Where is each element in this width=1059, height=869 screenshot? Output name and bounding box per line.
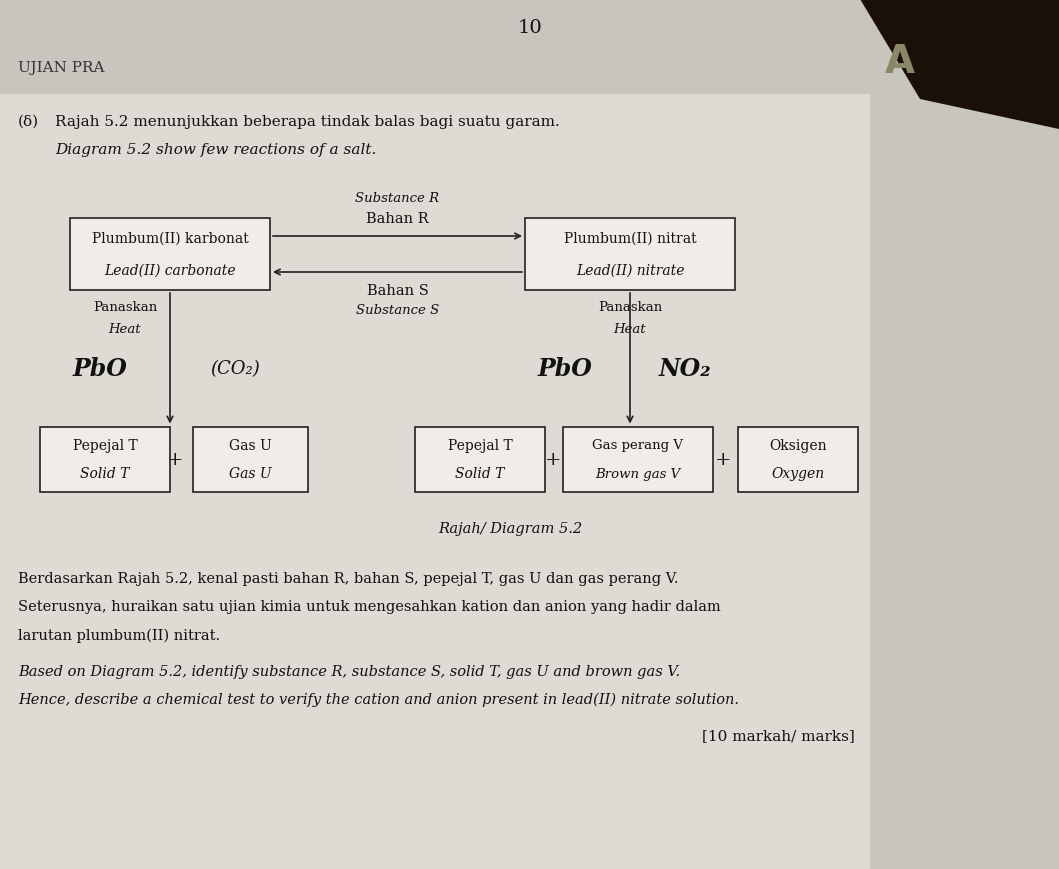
Text: larutan plumbum(II) nitrat.: larutan plumbum(II) nitrat. [18, 627, 220, 642]
Text: [10 markah/ marks]: [10 markah/ marks] [702, 728, 855, 742]
Text: (CO₂): (CO₂) [210, 360, 259, 378]
Bar [193, 427, 307, 492]
Text: Plumbum(II) karbonat: Plumbum(II) karbonat [92, 232, 249, 246]
Text: Panaskan: Panaskan [598, 301, 662, 314]
Text: Heat: Heat [109, 322, 141, 335]
Text: Hence, describe a chemical test to verify the cation and anion present in lead(I: Hence, describe a chemical test to verif… [18, 692, 739, 706]
Text: Panaskan: Panaskan [93, 301, 157, 314]
Text: +: + [166, 450, 183, 468]
Text: +: + [544, 450, 561, 468]
Text: Pepejal T: Pepejal T [73, 438, 138, 452]
Text: NO₂: NO₂ [659, 357, 712, 381]
Text: Lead(II) nitrate: Lead(II) nitrate [576, 263, 684, 277]
Bar [0, 0, 1059, 95]
Bar [738, 427, 858, 492]
Text: Rajah 5.2 menunjukkan beberapa tindak balas bagi suatu garam.: Rajah 5.2 menunjukkan beberapa tindak ba… [55, 115, 560, 129]
Text: UJIAN PRA: UJIAN PRA [18, 61, 105, 75]
Text: Rajah/ Diagram 5.2: Rajah/ Diagram 5.2 [438, 522, 582, 536]
Text: PbO: PbO [73, 357, 127, 381]
Text: Lead(II) carbonate: Lead(II) carbonate [104, 263, 236, 277]
Text: Oxygen: Oxygen [771, 467, 825, 481]
Text: Gas perang V: Gas perang V [592, 439, 683, 452]
Bar [525, 219, 735, 290]
Text: Solid T: Solid T [455, 467, 505, 481]
Text: Seterusnya, huraikan satu ujian kimia untuk mengesahkan kation dan anion yang ha: Seterusnya, huraikan satu ujian kimia un… [18, 600, 721, 614]
Polygon shape [860, 0, 1059, 129]
Bar [70, 219, 270, 290]
Text: Heat: Heat [613, 322, 646, 335]
Text: Pepejal T: Pepejal T [448, 438, 513, 452]
Bar [40, 427, 170, 492]
Text: A: A [885, 43, 915, 81]
Text: Gas U: Gas U [229, 467, 271, 481]
Text: +: + [715, 450, 732, 468]
Text: Diagram 5.2 show few reactions of a salt.: Diagram 5.2 show few reactions of a salt… [55, 143, 376, 156]
Text: Bahan R: Bahan R [366, 212, 429, 226]
Text: Substance R: Substance R [356, 192, 439, 205]
Text: Berdasarkan Rajah 5.2, kenal pasti bahan R, bahan S, pepejal T, gas U dan gas pe: Berdasarkan Rajah 5.2, kenal pasti bahan… [18, 572, 679, 586]
Text: 10: 10 [518, 19, 542, 37]
Text: (δ): (δ) [18, 115, 39, 129]
Bar [563, 427, 713, 492]
Text: Plumbum(II) nitrat: Plumbum(II) nitrat [563, 232, 697, 246]
Text: Substance S: Substance S [356, 304, 439, 317]
Text: PbO: PbO [538, 357, 592, 381]
Text: Gas U: Gas U [229, 438, 271, 452]
Text: Oksigen: Oksigen [769, 438, 827, 452]
Bar [415, 427, 545, 492]
Text: Based on Diagram 5.2, identify substance R, substance S, solid T, gas U and brow: Based on Diagram 5.2, identify substance… [18, 664, 680, 678]
Text: Brown gas V: Brown gas V [595, 468, 681, 481]
Text: Solid T: Solid T [80, 467, 129, 481]
Bar [0, 95, 870, 869]
Text: Bahan S: Bahan S [366, 283, 429, 298]
